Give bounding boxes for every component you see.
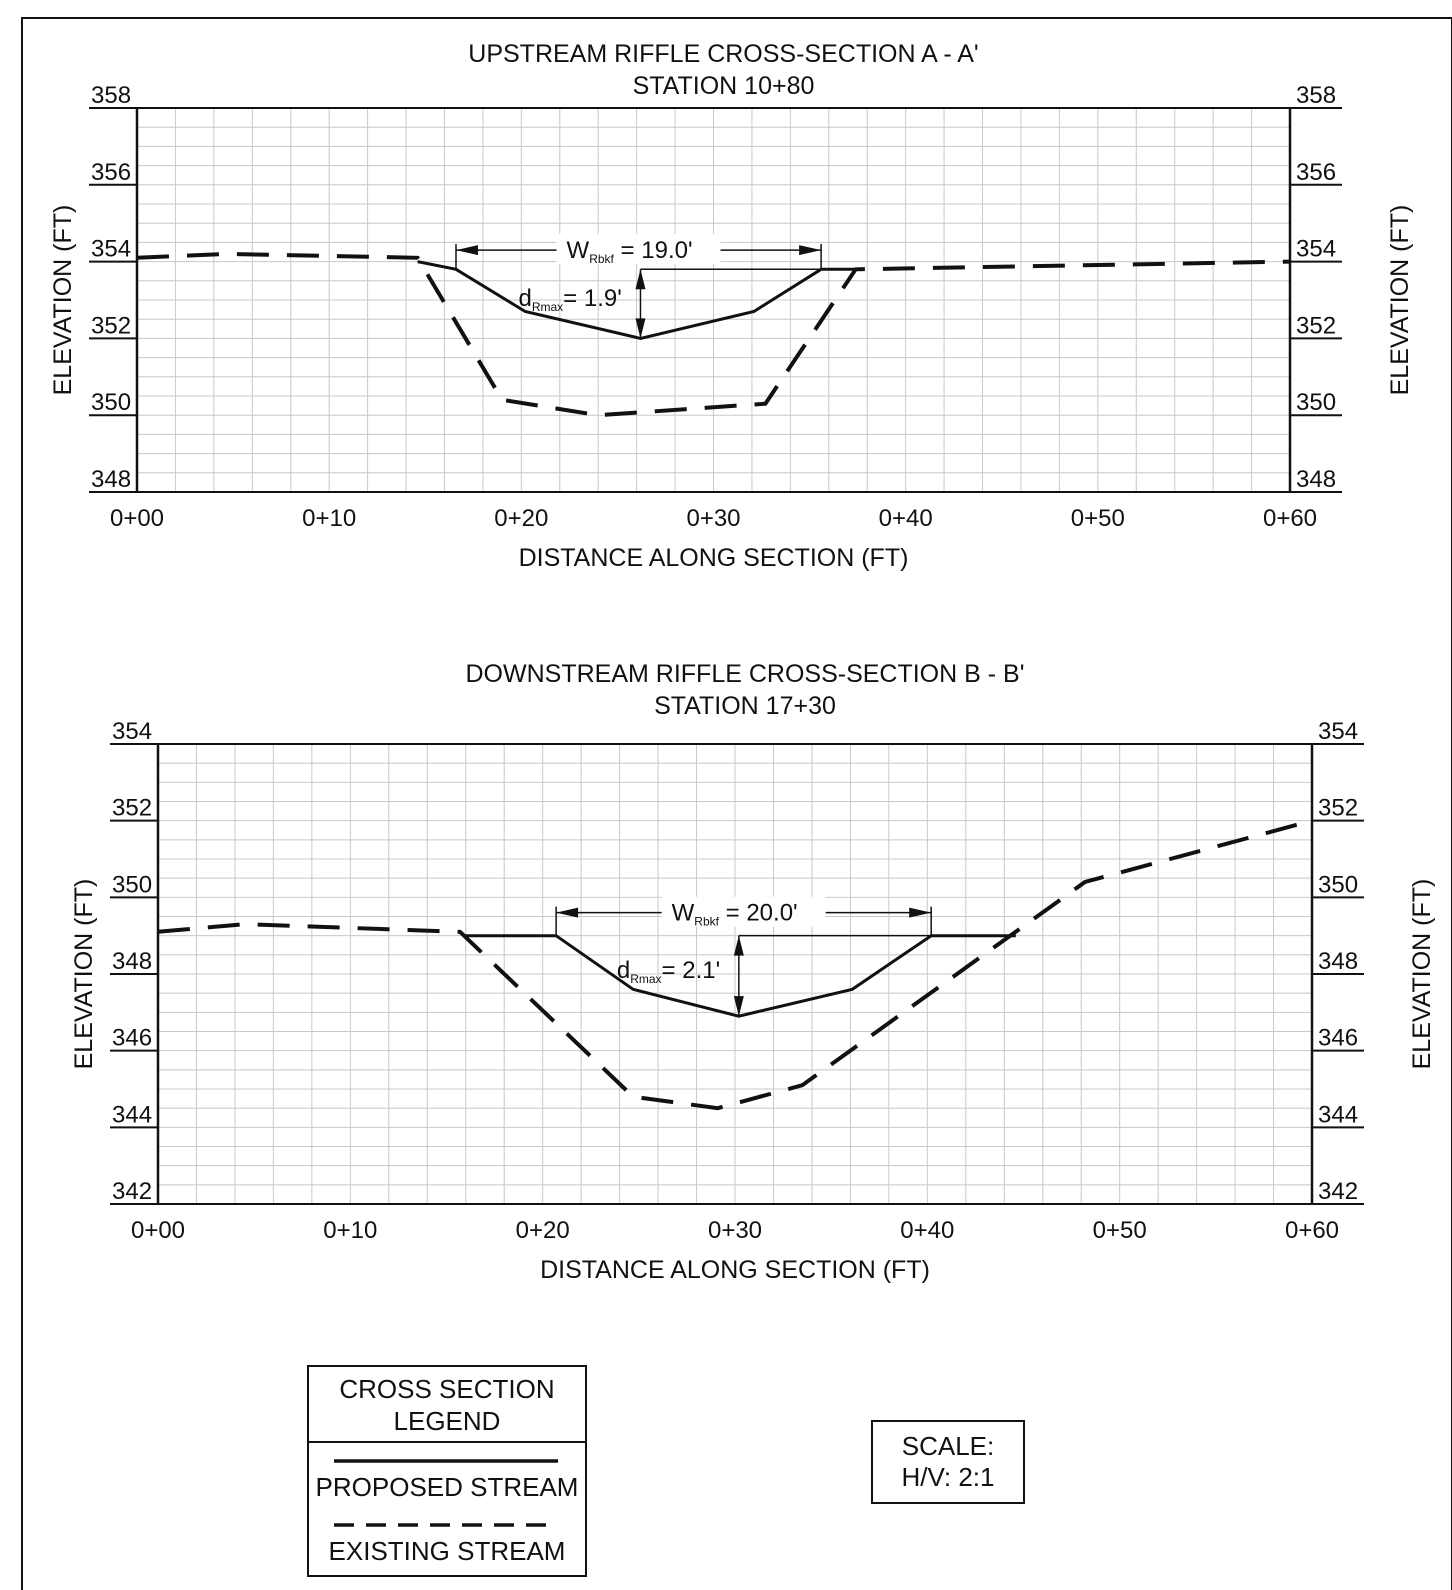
x-tick-label: 0+50 [1071, 505, 1125, 532]
width-arrowhead-right [909, 907, 932, 918]
y-tick-label-left: 348 [91, 466, 131, 493]
y-tick-label-right: 346 [1318, 1025, 1358, 1052]
depth-symbol: d [617, 957, 630, 984]
legend-proposed-label: PROPOSED STREAM [316, 1472, 579, 1502]
y-tick-label-left: 348 [112, 948, 152, 975]
chart-subtitle: STATION 17+30 [654, 692, 836, 720]
legend-existing-label: EXISTING STREAM [329, 1536, 566, 1566]
x-tick-label: 0+30 [686, 505, 740, 532]
width-value: = 20.0' [719, 900, 798, 927]
sheet-border [21, 17, 1452, 1590]
y-tick-label-left: 354 [91, 236, 131, 263]
width-subscript: Rbkf [589, 252, 614, 266]
depth-subscript: Rmax [532, 300, 563, 314]
y-tick-label-right: 342 [1318, 1178, 1358, 1205]
y-tick-label-left: 346 [112, 1025, 152, 1052]
cross-section-a-chart: UPSTREAM RIFFLE CROSS-SECTION A - A' STAT… [49, 40, 1414, 572]
y-tick-label-right: 350 [1318, 871, 1358, 898]
scale-line1: SCALE: [902, 1431, 995, 1461]
width-arrowhead-right [799, 245, 822, 256]
y-tick-label-right: 356 [1296, 159, 1336, 186]
x-tick-label: 0+60 [1263, 505, 1317, 532]
chart-title: DOWNSTREAM RIFFLE CROSS-SECTION B - B' [466, 660, 1025, 688]
x-tick-label: 0+20 [516, 1217, 570, 1244]
depth-subscript: Rmax [630, 972, 661, 986]
y-axis-label-left: ELEVATION (FT) [70, 879, 98, 1070]
x-tick-label: 0+30 [708, 1217, 762, 1244]
depth-arrowhead-bottom [733, 996, 744, 1017]
scale-line2: H/V: 2:1 [902, 1462, 995, 1492]
depth-symbol: d [518, 285, 531, 312]
width-label: WRbkf = 20.0' [672, 900, 798, 929]
width-value: = 19.0' [614, 237, 693, 264]
y-tick-label-right: 354 [1318, 718, 1358, 745]
y-tick-label-left: 356 [91, 159, 131, 186]
width-label: WRbkf = 19.0' [567, 237, 693, 266]
y-tick-label-right: 354 [1296, 236, 1336, 263]
legend-frame [307, 1365, 587, 1577]
y-tick-label-right: 358 [1296, 82, 1336, 109]
depth-value: = 2.1' [662, 957, 721, 984]
proposed-stream-line [465, 934, 1016, 1018]
chart-subtitle: STATION 10+80 [633, 72, 815, 100]
width-subscript: Rbkf [694, 915, 719, 929]
x-axis-label: DISTANCE ALONG SECTION (FT) [540, 1256, 930, 1284]
chart-title: UPSTREAM RIFFLE CROSS-SECTION A - A' [468, 40, 978, 68]
legend-title-line2: LEGEND [394, 1406, 501, 1436]
depth-arrowhead-top [635, 269, 646, 290]
x-tick-label: 0+20 [494, 505, 548, 532]
legend-title-line1: CROSS SECTION [339, 1374, 554, 1404]
y-tick-label-left: 350 [91, 389, 131, 416]
depth-label: dRmax= 2.1' [617, 957, 720, 986]
depth-arrowhead-top [733, 935, 744, 956]
scale-box: SCALE: H/V: 2:1 [871, 1420, 1025, 1504]
y-tick-label-left: 342 [112, 1178, 152, 1205]
x-tick-label: 0+10 [323, 1217, 377, 1244]
y-tick-label-left: 344 [112, 1101, 152, 1128]
x-tick-label: 0+40 [879, 505, 933, 532]
y-tick-label-right: 350 [1296, 389, 1336, 416]
existing-stream-line [157, 818, 1313, 1111]
scale-frame [871, 1420, 1025, 1504]
x-tick-label: 0+00 [131, 1217, 185, 1244]
width-arrowhead-left [455, 245, 478, 256]
y-axis-label-right: ELEVATION (FT) [1386, 205, 1414, 396]
cross-section-b-chart: DOWNSTREAM RIFFLE CROSS-SECTION B - B' ST… [70, 660, 1436, 1284]
depth-value: = 1.9' [563, 285, 622, 312]
x-axis-label: DISTANCE ALONG SECTION (FT) [519, 544, 909, 572]
y-tick-label-right: 348 [1296, 466, 1336, 493]
depth-label: dRmax= 1.9' [518, 285, 621, 314]
depth-arrowhead-bottom [635, 318, 646, 339]
y-tick-label-right: 348 [1318, 948, 1358, 975]
x-tick-label: 0+00 [110, 505, 164, 532]
width-label-background [556, 234, 721, 265]
x-tick-label: 0+40 [900, 1217, 954, 1244]
y-tick-label-right: 352 [1318, 795, 1358, 822]
x-tick-label: 0+10 [302, 505, 356, 532]
width-arrowhead-left [556, 907, 579, 918]
y-tick-label-right: 352 [1296, 312, 1336, 339]
y-tick-label-left: 352 [91, 312, 131, 339]
y-axis-label-left: ELEVATION (FT) [49, 205, 77, 396]
y-tick-label-left: 358 [91, 82, 131, 109]
x-tick-label: 0+60 [1285, 1217, 1339, 1244]
x-tick-label: 0+50 [1093, 1217, 1147, 1244]
y-tick-label-left: 352 [112, 795, 152, 822]
width-label-background [661, 896, 826, 927]
width-symbol: W [567, 237, 590, 264]
width-symbol: W [672, 900, 695, 927]
y-axis-label-right: ELEVATION (FT) [1408, 879, 1436, 1070]
y-tick-label-left: 350 [112, 871, 152, 898]
y-tick-label-left: 354 [112, 718, 152, 745]
legend-box: CROSS SECTION LEGEND PROPOSED STREAM EXI… [307, 1365, 587, 1577]
y-tick-label-right: 344 [1318, 1101, 1358, 1128]
existing-stream-line [136, 251, 1291, 418]
